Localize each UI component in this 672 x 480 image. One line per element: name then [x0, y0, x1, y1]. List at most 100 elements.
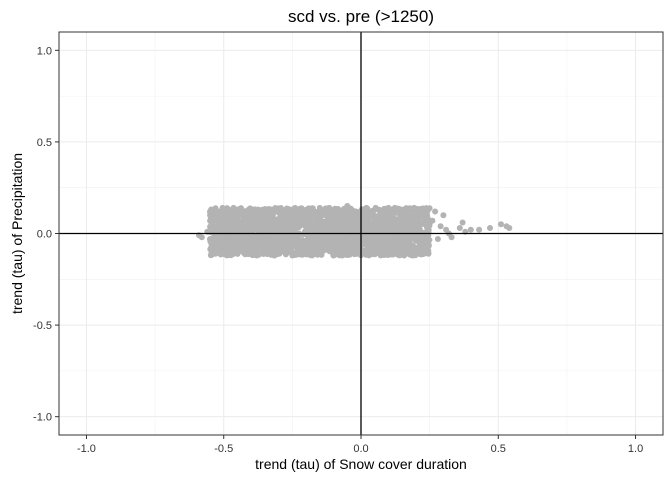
data-point — [214, 245, 221, 252]
data-point — [322, 205, 329, 212]
data-point — [234, 214, 241, 220]
data-point — [459, 219, 466, 226]
data-point — [198, 234, 205, 241]
y-tick-label: 0.5 — [37, 137, 52, 149]
data-point — [363, 251, 370, 258]
data-point — [283, 213, 290, 220]
data-point — [219, 234, 226, 240]
data-point — [246, 220, 253, 227]
data-point — [285, 220, 292, 227]
data-point — [350, 216, 357, 223]
data-point — [270, 206, 276, 213]
data-point — [242, 250, 249, 256]
data-point — [310, 244, 317, 251]
data-point — [356, 225, 363, 232]
data-point — [391, 249, 398, 256]
data-point — [214, 208, 220, 215]
data-point — [360, 209, 367, 215]
data-point — [390, 216, 397, 223]
data-point — [348, 244, 355, 251]
data-point — [318, 249, 325, 256]
data-point — [301, 212, 308, 219]
data-point — [220, 239, 227, 246]
data-point — [223, 246, 230, 253]
data-point — [282, 251, 289, 258]
data-point — [209, 226, 216, 233]
data-point — [355, 213, 362, 220]
y-tick-label: -1.0 — [33, 412, 52, 424]
x-tick-label: 1.0 — [628, 443, 643, 455]
data-point — [423, 241, 430, 248]
data-point — [215, 237, 222, 244]
data-point — [209, 251, 216, 258]
data-point — [422, 250, 429, 257]
data-point — [303, 206, 310, 213]
data-point — [317, 244, 324, 251]
data-point — [250, 234, 257, 241]
data-point — [305, 251, 312, 258]
data-point — [346, 238, 353, 245]
data-point — [372, 219, 379, 226]
data-point — [275, 208, 282, 215]
y-tick-label: -0.5 — [33, 320, 52, 332]
data-point — [418, 241, 425, 248]
data-point — [229, 210, 236, 217]
data-point — [310, 213, 317, 220]
data-point — [344, 252, 351, 258]
data-point — [419, 205, 426, 212]
data-point — [230, 204, 237, 211]
data-point — [335, 220, 341, 227]
data-point — [278, 233, 285, 239]
data-point — [286, 238, 293, 244]
data-point — [432, 208, 439, 215]
data-point — [254, 244, 261, 251]
data-point — [396, 241, 403, 248]
data-point — [487, 225, 493, 231]
data-point — [313, 220, 320, 227]
data-point — [295, 210, 302, 217]
data-point — [345, 220, 352, 226]
data-point — [390, 235, 397, 242]
data-point — [307, 223, 314, 230]
data-point — [207, 236, 213, 242]
data-point — [448, 234, 455, 241]
data-point — [294, 232, 301, 239]
data-point — [498, 221, 504, 228]
data-point — [260, 249, 267, 256]
data-point — [355, 220, 362, 227]
data-point — [344, 203, 351, 209]
data-point — [290, 219, 297, 225]
data-point — [415, 223, 421, 230]
data-point — [298, 205, 305, 212]
data-point — [242, 223, 249, 230]
x-tick-label: 0.5 — [491, 443, 506, 455]
data-point — [233, 220, 240, 227]
data-point — [261, 235, 268, 242]
data-point — [385, 238, 392, 245]
data-point — [506, 225, 513, 231]
data-point — [350, 211, 357, 218]
data-point — [226, 215, 233, 222]
data-point — [273, 236, 280, 243]
data-point — [396, 229, 403, 236]
data-point — [289, 252, 296, 259]
data-point — [330, 252, 337, 259]
data-point — [425, 229, 432, 236]
data-point — [258, 225, 265, 232]
data-point — [404, 243, 411, 250]
data-point — [412, 208, 419, 215]
data-point — [424, 233, 431, 240]
data-point — [387, 212, 394, 219]
data-point — [238, 205, 244, 212]
y-tick-label: 1.0 — [37, 45, 52, 57]
data-point — [343, 226, 350, 232]
data-point — [267, 241, 274, 247]
data-point — [275, 215, 282, 222]
data-point — [389, 222, 396, 229]
data-point — [261, 210, 268, 217]
data-point — [434, 236, 441, 242]
data-point — [385, 204, 392, 211]
data-point — [241, 216, 248, 222]
data-point — [338, 240, 345, 247]
